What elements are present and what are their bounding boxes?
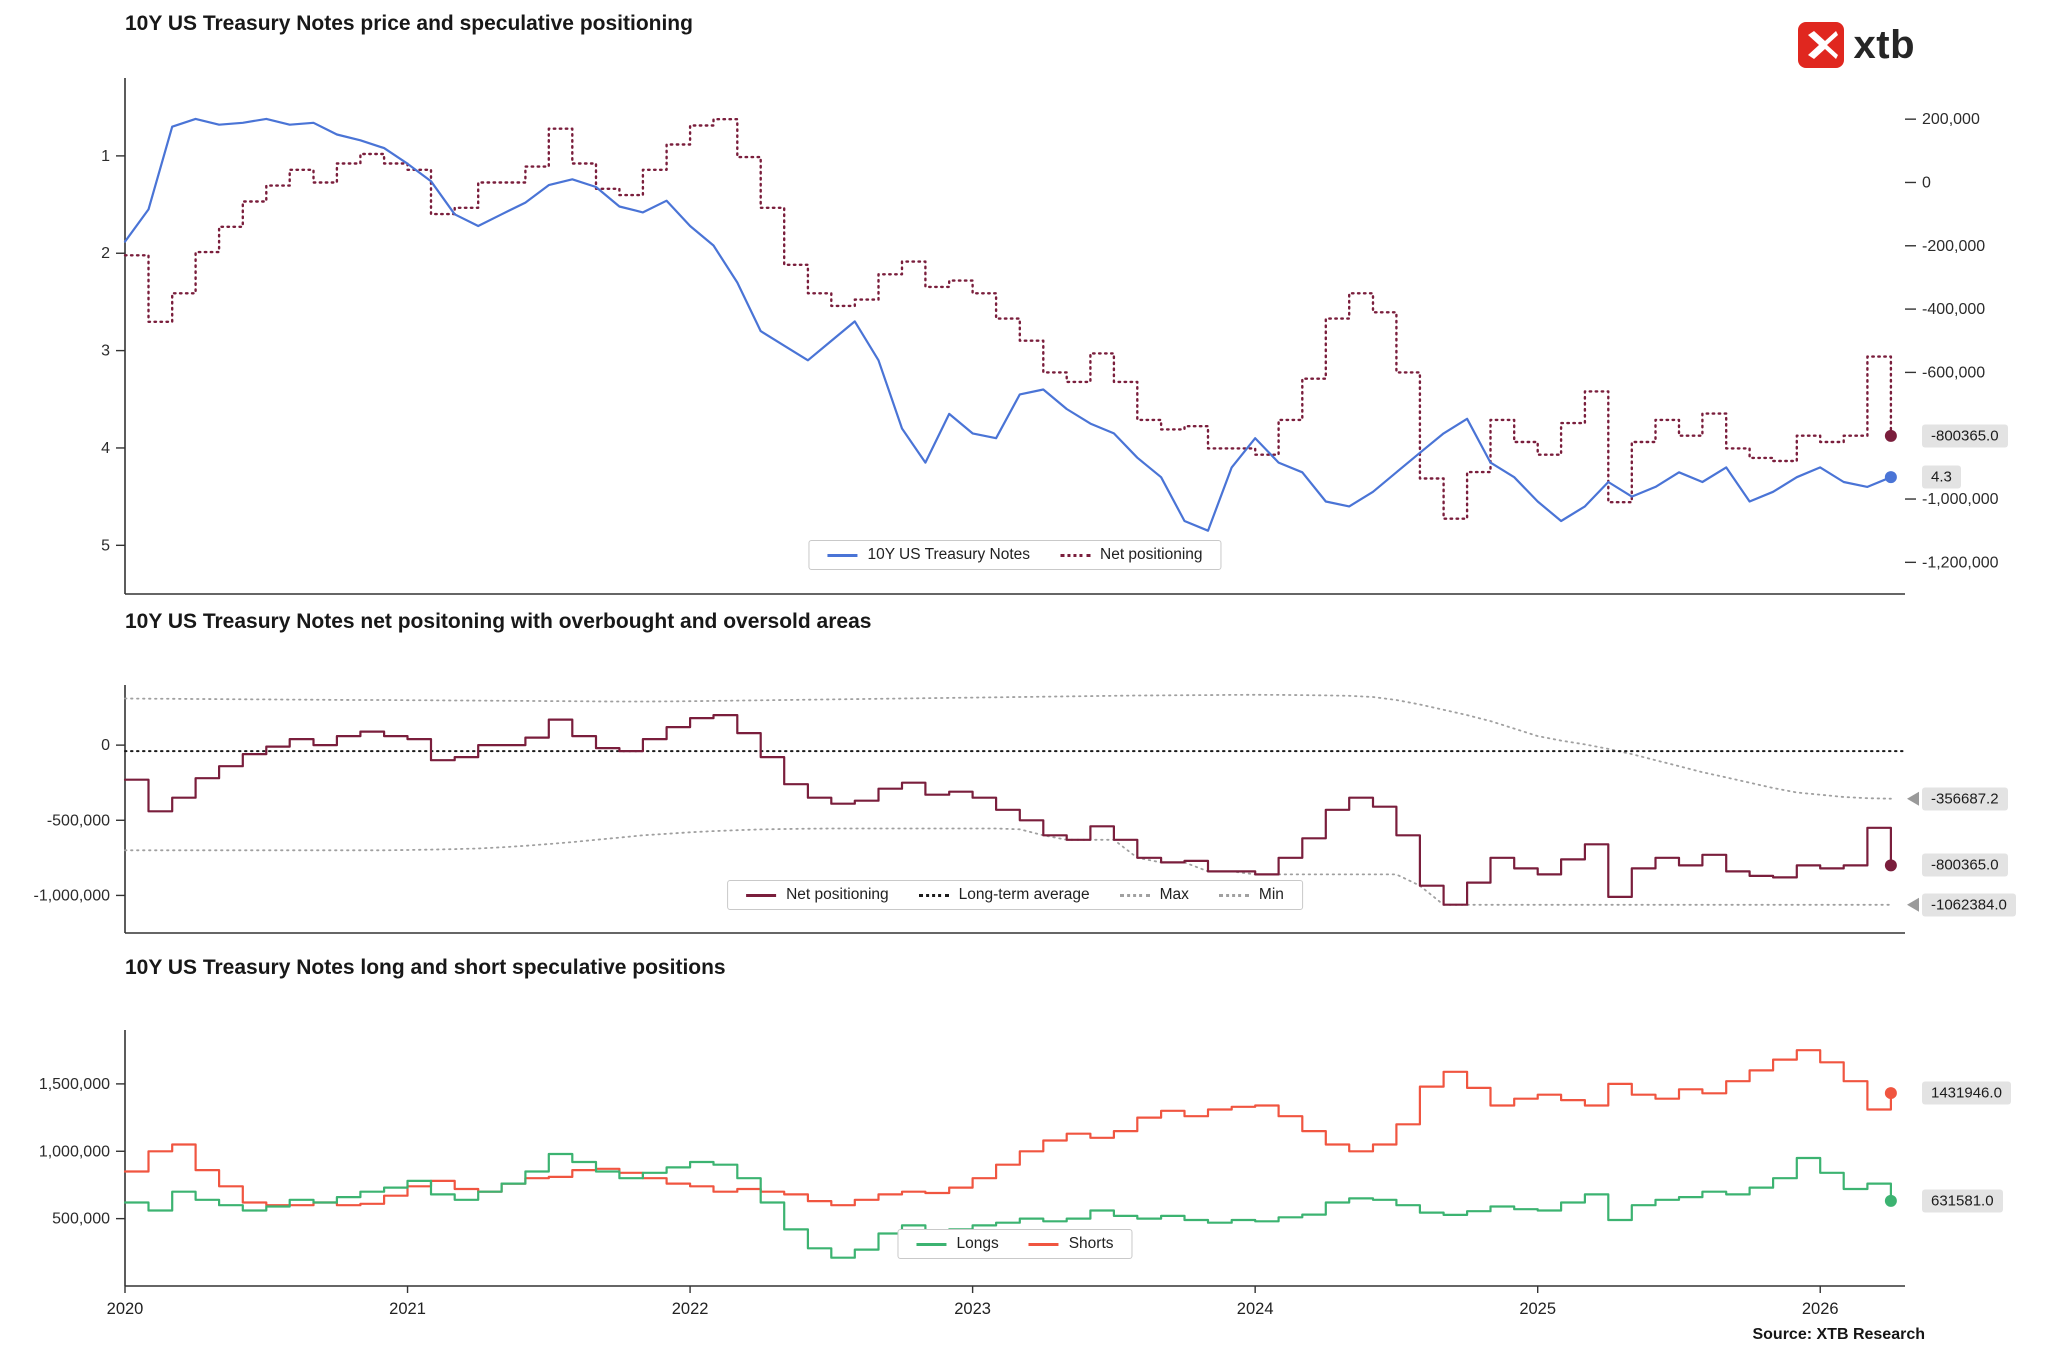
series-net xyxy=(123,118,1893,520)
y-tick-label: 3 xyxy=(101,343,110,360)
chart2-net-value-badge: -800365.0 xyxy=(1922,853,2008,877)
end-dot xyxy=(1884,1087,1897,1100)
legend-label: 10Y US Treasury Notes xyxy=(867,546,1030,563)
chart2-title: 10Y US Treasury Notes net positoning wit… xyxy=(125,610,872,633)
series-min xyxy=(124,827,1892,906)
gray-dotted-line-sample xyxy=(1119,893,1150,897)
black-dotted-line-sample xyxy=(918,893,949,897)
y-tick-label: -1,000,000 xyxy=(33,887,110,904)
legend-item-treasury: 10Y US Treasury Notes xyxy=(827,546,1030,564)
x-tick-label: 2024 xyxy=(1237,1300,1274,1318)
legend-item-longs: Longs xyxy=(916,1235,999,1253)
y-tick-label: 5 xyxy=(101,537,110,554)
y-tick-label: 1,500,000 xyxy=(39,1076,110,1093)
end-dot xyxy=(1884,429,1897,442)
y-tick-label: -1,000,000 xyxy=(1922,491,1999,508)
blue-line-sample xyxy=(827,553,858,557)
legend-label: Net positioning xyxy=(786,886,889,903)
y-tick-label: 1 xyxy=(101,148,110,165)
chart1-legend: 10Y US Treasury Notes Net positioning xyxy=(808,540,1222,570)
chart3-legend: Longs Shorts xyxy=(897,1229,1133,1259)
chart3-shorts-value-badge: 1431946.0 xyxy=(1922,1081,2011,1105)
source-credit: Source: XTB Research xyxy=(1752,1326,1925,1343)
legend-item-long-term-average: Long-term average xyxy=(918,886,1090,904)
y-tick-label: -600,000 xyxy=(1922,364,1985,381)
xtb-logo-text: xtb xyxy=(1853,22,1915,67)
series-net xyxy=(123,714,1892,906)
y-tick-label: 0 xyxy=(1922,174,1931,191)
xtb-logo-icon xyxy=(1797,22,1844,68)
legend-label: Longs xyxy=(956,1235,999,1252)
series-shorts xyxy=(123,1049,1892,1207)
y-tick-label: 200,000 xyxy=(1922,111,1980,128)
x-tick-label: 2026 xyxy=(1802,1300,1839,1318)
chart1-net-value-badge: -800365.0 xyxy=(1922,424,2008,448)
end-arrow xyxy=(1907,897,1919,912)
end-dot xyxy=(1884,1194,1897,1207)
y-tick-label: 1,000,000 xyxy=(39,1143,110,1160)
x-tick-label: 2023 xyxy=(954,1300,991,1318)
y-tick-label: 0 xyxy=(101,737,110,754)
legend-item-net-positioning: Net positioning xyxy=(746,886,889,904)
chart1-title: 10Y US Treasury Notes price and speculat… xyxy=(125,12,693,35)
y-tick-label: 500,000 xyxy=(52,1211,110,1228)
end-arrow xyxy=(1907,791,1919,806)
y-tick-label: 2 xyxy=(101,245,110,262)
chart2-max-value-badge: -356687.2 xyxy=(1922,787,2008,811)
end-dot xyxy=(1884,471,1897,484)
green-line-sample xyxy=(916,1242,947,1246)
maroon-dotted-line-sample xyxy=(1060,553,1090,557)
y-tick-label: -200,000 xyxy=(1922,238,1985,255)
legend-item-min: Min xyxy=(1218,886,1284,904)
y-tick-label: -400,000 xyxy=(1922,301,1985,318)
chart3-longs-value-badge: 631581.0 xyxy=(1922,1189,2003,1213)
y-tick-label: -500,000 xyxy=(47,812,110,829)
legend-item-net-positioning: Net positioning xyxy=(1060,546,1203,564)
red-line-sample xyxy=(1028,1242,1059,1246)
legend-label: Shorts xyxy=(1068,1235,1114,1252)
xtb-logo: xtb xyxy=(1797,22,1916,68)
legend-label: Net positioning xyxy=(1100,546,1203,563)
chart3-title: 10Y US Treasury Notes long and short spe… xyxy=(125,956,726,979)
y-tick-label: -1,200,000 xyxy=(1922,554,1999,571)
gray-dotted-line-sample xyxy=(1218,893,1249,897)
x-tick-label: 2022 xyxy=(672,1300,709,1318)
legend-label: Max xyxy=(1159,886,1189,903)
legend-label: Min xyxy=(1258,886,1284,903)
series-longs xyxy=(123,1152,1892,1259)
series-yield xyxy=(123,117,1892,532)
chart2-min-value-badge: -1062384.0 xyxy=(1922,893,2016,917)
chart1-price-value-badge: 4.3 xyxy=(1922,465,1961,489)
legend-item-shorts: Shorts xyxy=(1028,1235,1114,1253)
end-dot xyxy=(1884,859,1897,872)
maroon-line-sample xyxy=(746,893,777,897)
chart2-legend: Net positioning Long-term average Max Mi… xyxy=(727,880,1303,910)
x-tick-label: 2020 xyxy=(107,1300,144,1318)
x-tick-label: 2021 xyxy=(389,1300,426,1318)
series-max xyxy=(124,693,1892,800)
x-tick-label: 2025 xyxy=(1519,1300,1556,1318)
legend-item-max: Max xyxy=(1119,886,1189,904)
legend-label: Long-term average xyxy=(958,886,1090,903)
y-tick-label: 4 xyxy=(101,440,110,457)
